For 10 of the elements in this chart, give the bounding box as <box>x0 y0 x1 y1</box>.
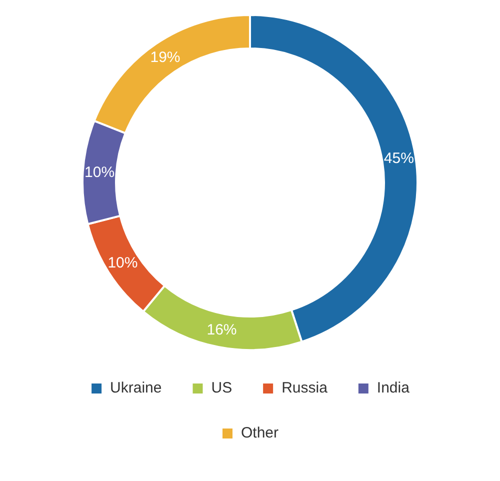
data-label: 10% <box>84 164 115 182</box>
data-label: 10% <box>108 254 138 272</box>
data-label: 16% <box>206 322 237 339</box>
legend-label: India <box>376 380 410 397</box>
data-label: 19% <box>150 48 180 66</box>
legend-label: US <box>211 380 232 397</box>
legend-label: Ukraine <box>110 380 162 397</box>
legend-label: Other <box>240 424 279 442</box>
legend-label: Russia <box>282 380 328 397</box>
data-label: 45% <box>384 150 414 168</box>
